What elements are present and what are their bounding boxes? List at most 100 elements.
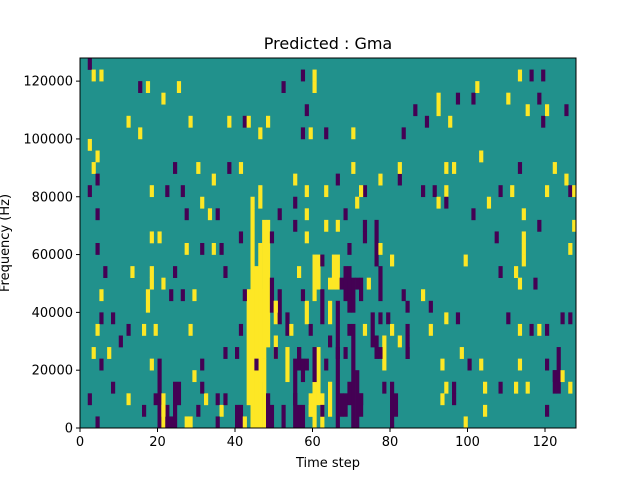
heatmap-cell	[510, 185, 515, 198]
heatmap-cell-run	[312, 254, 317, 302]
heatmap-cells	[80, 58, 577, 429]
heatmap-cell	[126, 323, 131, 336]
heatmap-cell	[192, 370, 197, 383]
heatmap-cell	[545, 185, 550, 198]
heatmap-cell	[215, 416, 220, 429]
heatmap-cell	[184, 243, 189, 255]
heatmap-cell	[405, 300, 410, 313]
heatmap-cell	[355, 196, 360, 209]
heatmap-cell	[200, 358, 205, 371]
heatmap-cell	[95, 416, 100, 429]
heatmap-cell	[362, 231, 368, 244]
y-tick-label: 20000	[32, 364, 73, 379]
heatmap-cell	[545, 404, 550, 417]
heatmap-cell	[246, 115, 251, 128]
heatmap-cell	[95, 150, 100, 163]
heatmap-cell	[227, 115, 232, 128]
heatmap-cell	[87, 138, 92, 151]
heatmap-cell	[188, 323, 193, 336]
heatmap-cell-run	[393, 393, 399, 417]
heatmap-cell-run	[246, 289, 251, 406]
heatmap-cell	[328, 277, 333, 290]
heatmap-cell	[405, 347, 410, 359]
heatmap-cell	[444, 312, 449, 325]
heatmap-cell	[343, 208, 348, 221]
heatmap-cell	[421, 185, 426, 198]
heatmap-cell-run	[331, 254, 337, 290]
heatmap-cell	[196, 162, 201, 174]
heatmap-cell	[537, 92, 542, 105]
heatmap-cell-run	[235, 404, 240, 429]
heatmap-cell	[242, 115, 247, 128]
heatmap-cell	[223, 266, 228, 278]
heatmap-cell	[297, 266, 302, 278]
heatmap-cell-run	[339, 393, 344, 417]
heatmap-cell	[494, 231, 499, 244]
heatmap-cell	[560, 370, 565, 383]
heatmap-cell-run	[316, 254, 321, 290]
heatmap-cell	[545, 323, 550, 336]
heatmap-cell	[339, 277, 344, 290]
heatmap-cell	[440, 393, 445, 406]
heatmap-cell	[517, 69, 523, 82]
heatmap-cell	[238, 162, 244, 174]
heatmap-cell	[397, 335, 402, 348]
heatmap-cell	[95, 243, 100, 255]
heatmap-cell	[359, 393, 364, 406]
heatmap-cell	[91, 347, 96, 359]
heatmap-cell	[362, 219, 368, 232]
heatmap-cell	[521, 254, 526, 267]
heatmap-cell	[572, 185, 577, 198]
heatmap-cell	[335, 219, 340, 232]
heatmap-cell	[312, 81, 317, 93]
x-tick-label: 40	[227, 435, 244, 450]
heatmap-cell	[215, 208, 220, 221]
heatmap-cell	[390, 323, 395, 336]
y-tick-label: 100000	[23, 132, 73, 147]
heatmap-cell	[424, 115, 430, 128]
heatmap-cell	[463, 254, 468, 267]
y-tick-label: 120000	[23, 75, 73, 90]
heatmap-cell	[328, 335, 333, 348]
heatmap-cell	[568, 185, 573, 198]
heatmap-cell	[99, 358, 104, 371]
heatmap-cell	[444, 185, 449, 198]
heatmap-cell-run	[390, 381, 395, 429]
heatmap-cell	[293, 196, 298, 209]
heatmap-cell	[529, 323, 534, 336]
heatmap-cell	[401, 127, 406, 140]
heatmap-cell	[142, 323, 147, 336]
heatmap-cell	[324, 358, 329, 371]
heatmap-cell-run	[374, 219, 379, 267]
heatmap-cell	[293, 393, 298, 406]
heatmap-cell	[215, 393, 220, 406]
heatmap-cell	[479, 358, 484, 371]
heatmap-cell	[300, 69, 306, 82]
heatmap-cell	[386, 312, 391, 325]
heatmap-cell-run	[300, 358, 306, 383]
heatmap-cell	[324, 185, 329, 198]
heatmap-cell	[436, 92, 441, 105]
heatmap-cell-run	[262, 358, 267, 429]
heatmap-cell	[401, 289, 406, 302]
heatmap-cell	[521, 208, 526, 221]
heatmap-cell-run	[556, 347, 561, 394]
x-axis-label: Time step	[295, 456, 360, 471]
heatmap-cell-run	[328, 381, 333, 417]
heatmap-cell	[378, 347, 383, 359]
heatmap-cell	[436, 104, 441, 117]
heatmap-cell	[486, 196, 492, 209]
heatmap-cell	[537, 323, 542, 336]
heatmap-cell-run	[297, 404, 302, 429]
heatmap-cell	[351, 162, 356, 174]
heatmap-cell	[498, 266, 503, 278]
heatmap-cell	[235, 347, 240, 359]
heatmap-cell	[359, 185, 364, 198]
heatmap-cell	[95, 208, 100, 221]
heatmap-cell	[238, 323, 244, 336]
heatmap-cell	[297, 347, 302, 359]
heatmap-cell	[517, 277, 523, 290]
x-tick-label: 60	[304, 435, 321, 450]
heatmap-cell	[219, 243, 224, 255]
